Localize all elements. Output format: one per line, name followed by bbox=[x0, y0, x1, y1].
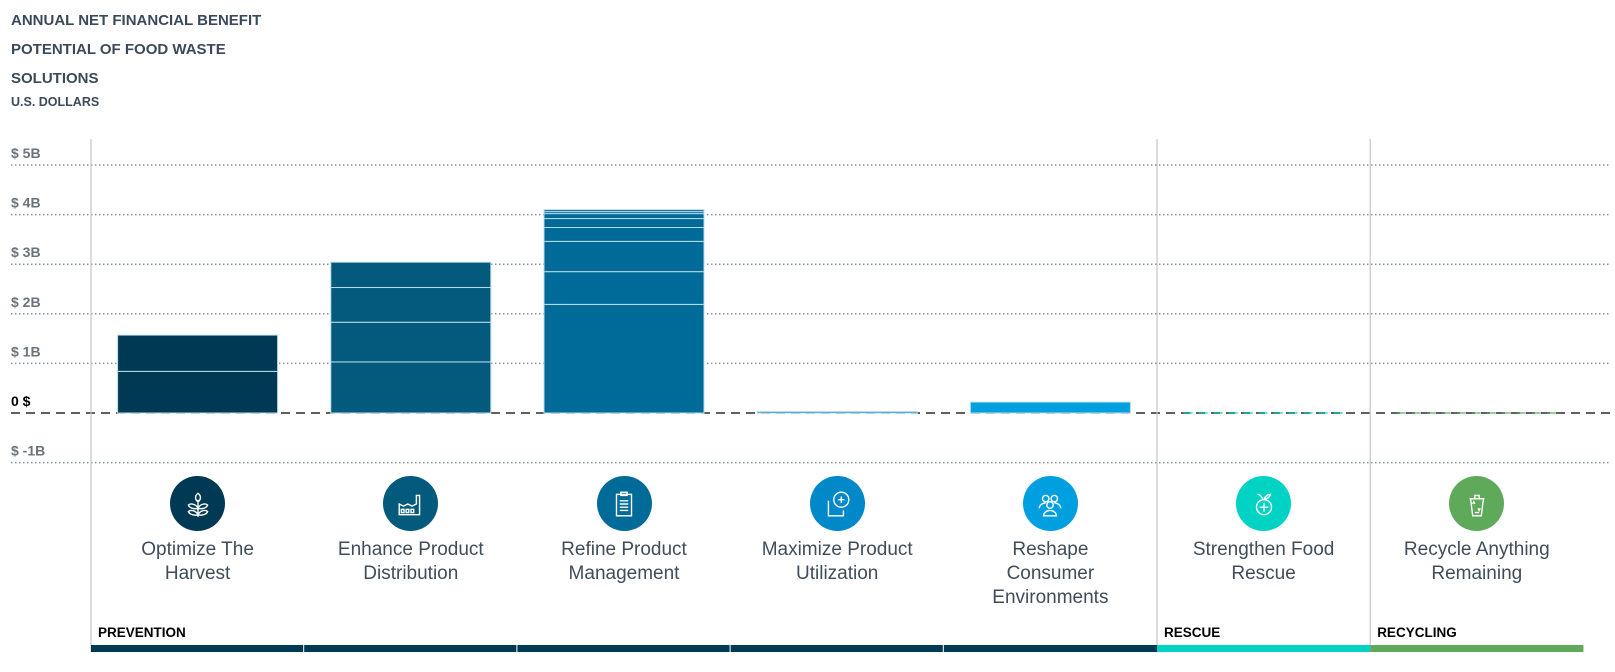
group-bar-segment bbox=[943, 645, 1157, 652]
group-bar-segment bbox=[730, 645, 943, 652]
chart-title: ANNUAL NET FINANCIAL BENEFIT POTENTIAL O… bbox=[11, 6, 261, 93]
expand-plus-icon bbox=[809, 476, 865, 531]
group-label-rescue: RESCUE bbox=[1164, 625, 1221, 640]
group-bar-segment bbox=[1370, 645, 1584, 652]
bar-segment bbox=[330, 321, 492, 363]
category-label: Recycle Anything Remaining bbox=[1403, 539, 1550, 584]
bar-segment bbox=[969, 401, 1131, 414]
y-tick-label: $ -1B bbox=[11, 443, 45, 459]
bar-segment bbox=[330, 287, 492, 323]
bar-segment bbox=[543, 213, 705, 220]
bar-segment bbox=[543, 271, 705, 305]
wheat-icon bbox=[170, 476, 226, 531]
category-label: Reshape Consumer Environments bbox=[992, 539, 1109, 608]
category-label: Maximize Product Utilization bbox=[761, 539, 913, 584]
y-tick-label: $ 3B bbox=[11, 244, 41, 260]
group-bar-segment bbox=[517, 645, 730, 652]
title-line-2: POTENTIAL OF FOOD WASTE bbox=[11, 41, 226, 58]
bar-segment bbox=[543, 303, 705, 414]
group-label-prevention: PREVENTION bbox=[98, 625, 186, 640]
recycle-bin-icon bbox=[1449, 476, 1505, 531]
title-line-1: ANNUAL NET FINANCIAL BENEFIT bbox=[11, 12, 262, 29]
group-label-recycling: RECYCLING bbox=[1377, 625, 1457, 640]
apple-plus-icon bbox=[1236, 476, 1292, 531]
bar-segment bbox=[543, 226, 705, 242]
group-bar-segment bbox=[304, 645, 517, 652]
clipboard-icon bbox=[596, 476, 652, 531]
y-tick-label: 0 $ bbox=[11, 393, 31, 409]
y-tick-label: $ 4B bbox=[11, 195, 41, 211]
chart-subtitle: U.S. DOLLARS bbox=[11, 95, 100, 109]
category-label: Enhance Product Distribution bbox=[337, 539, 484, 584]
y-tick-label: $ 5B bbox=[11, 145, 41, 161]
y-tick-label: $ 1B bbox=[11, 343, 41, 359]
bar-segment bbox=[543, 209, 705, 213]
people-icon bbox=[1022, 476, 1078, 531]
bar-segment bbox=[330, 361, 492, 414]
category-label: Refine Product Management bbox=[561, 539, 687, 584]
bar-segment bbox=[543, 240, 705, 273]
category-label: Optimize The Harvest bbox=[141, 539, 254, 584]
group-bar-segment bbox=[91, 645, 304, 652]
bar-segment bbox=[117, 334, 279, 372]
bar-segment bbox=[117, 370, 279, 414]
factory-icon bbox=[383, 476, 439, 531]
category-label: Strengthen Food Rescue bbox=[1192, 539, 1335, 584]
bar-segment bbox=[756, 411, 918, 414]
y-tick-label: $ 2B bbox=[11, 294, 41, 310]
group-bar-segment bbox=[1157, 645, 1371, 652]
bar-segment bbox=[543, 218, 705, 228]
title-line-3: SOLUTIONS bbox=[11, 70, 99, 87]
bar-segment bbox=[330, 261, 492, 289]
